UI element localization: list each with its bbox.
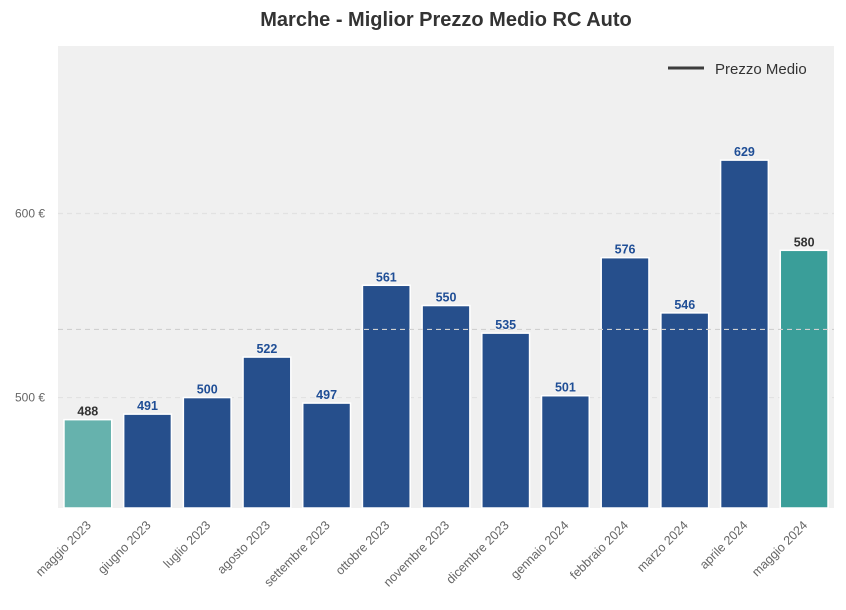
value-label: 546 [674, 298, 695, 312]
value-label: 561 [376, 270, 397, 284]
value-labels: 488 491 500 522 497 561 550 535 501 576 546 629 580 [77, 145, 814, 419]
value-label: 500 [197, 383, 218, 397]
value-label: 580 [794, 235, 815, 249]
y-axis-ticks: 500 € 600 € [15, 206, 45, 404]
bar [122, 413, 173, 509]
x-tick-label: aprile 2024 [697, 518, 751, 572]
value-label: 576 [615, 243, 636, 257]
bar [600, 256, 650, 509]
bar [481, 332, 531, 509]
x-tick-label: dicembre 2023 [443, 518, 511, 586]
bar [361, 284, 411, 509]
bar [421, 304, 471, 509]
value-label: 491 [137, 399, 158, 413]
x-tick-label: ottobre 2023 [333, 518, 393, 578]
bar [63, 418, 113, 509]
x-tick-label: febbraio 2024 [567, 518, 631, 582]
value-label: 497 [316, 388, 337, 402]
legend: Prezzo Medio [668, 61, 807, 78]
y-tick-label: 500 € [15, 391, 45, 405]
x-tick-label: maggio 2023 [33, 518, 94, 579]
x-axis-ticks: maggio 2023 giugno 2023 luglio 2023 agosto … [33, 518, 810, 589]
bar [719, 159, 770, 509]
value-label: 501 [555, 381, 576, 395]
legend-label: Prezzo Medio [715, 61, 807, 78]
chart-title: Marche - Miglior Prezzo Medio RC Auto [260, 9, 632, 31]
value-label: 488 [77, 405, 98, 419]
value-label: 535 [495, 318, 516, 332]
bar [242, 356, 292, 509]
bars [63, 159, 829, 509]
value-label: 522 [256, 342, 277, 356]
value-label: 550 [436, 291, 457, 305]
bar [182, 396, 232, 509]
x-tick-label: giugno 2023 [95, 518, 154, 577]
x-tick-label: luglio 2023 [161, 518, 214, 571]
bar [301, 402, 352, 509]
y-tick-label: 600 € [15, 206, 45, 220]
x-tick-label: marzo 2024 [634, 518, 691, 575]
x-tick-label: gennaio 2024 [508, 518, 572, 582]
bar [779, 249, 829, 509]
x-tick-label: maggio 2024 [749, 518, 810, 579]
bar [540, 394, 591, 509]
value-label: 629 [734, 145, 755, 159]
x-tick-label: agosto 2023 [214, 518, 273, 577]
bar [660, 312, 710, 509]
